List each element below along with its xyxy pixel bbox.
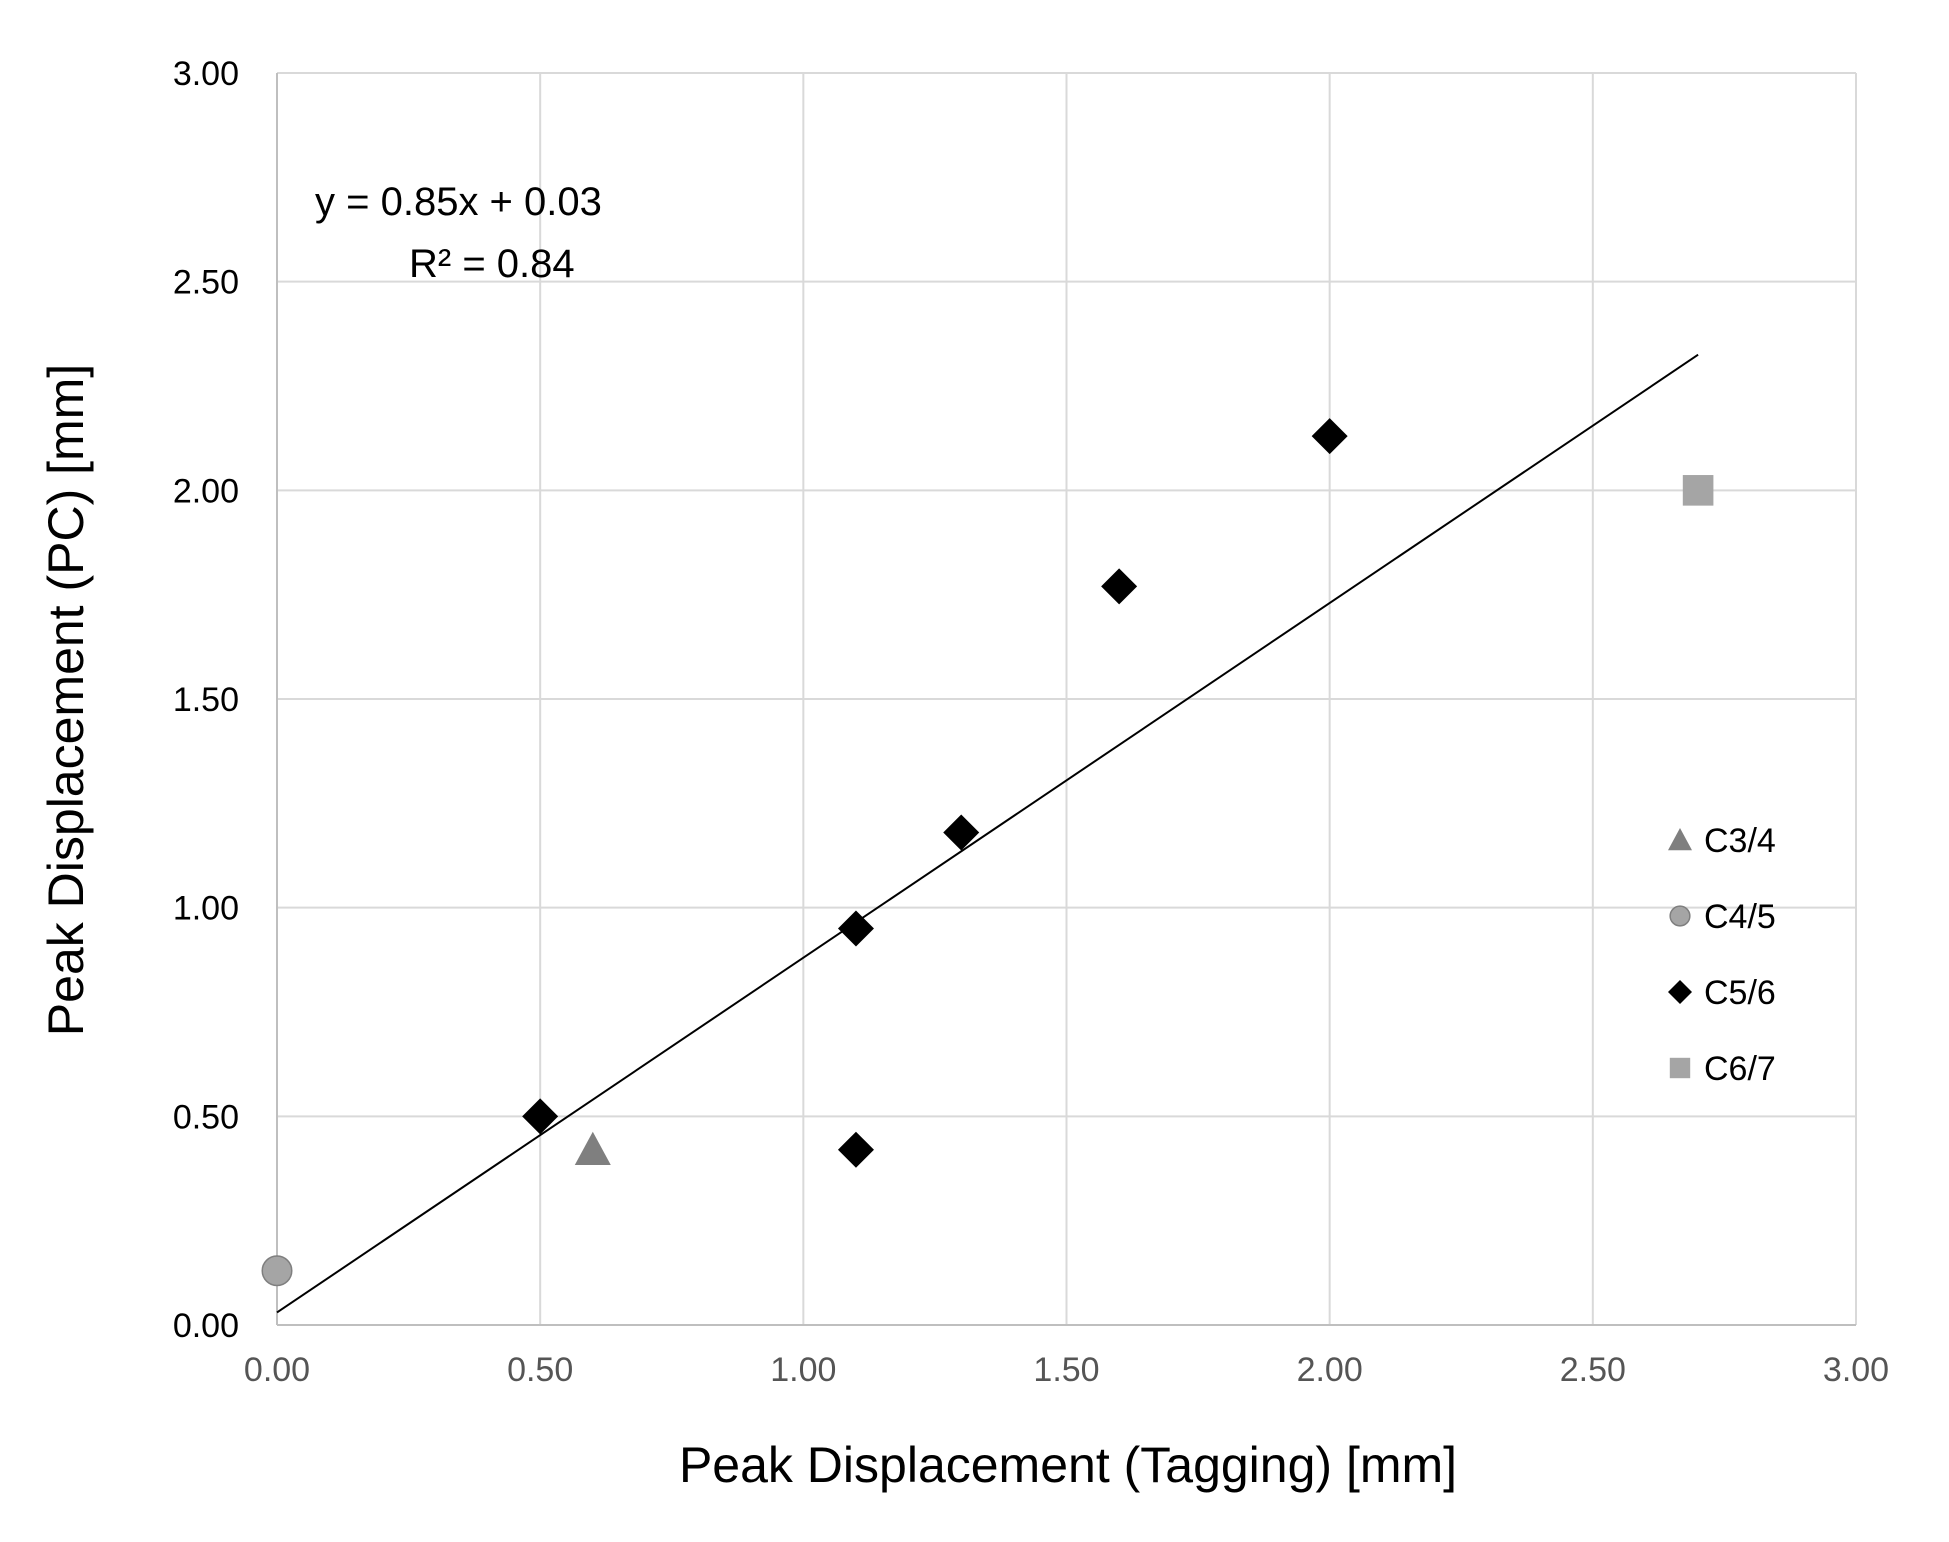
y-tick-labels: 0.00 0.50 1.00 1.50 2.00 2.50 3.00 bbox=[173, 55, 239, 1345]
y-tick-label: 3.00 bbox=[173, 55, 239, 93]
legend-label-c3-4: C3/4 bbox=[1704, 822, 1776, 860]
x-tick-label: 3.00 bbox=[1823, 1351, 1889, 1389]
data-point-c5-6 bbox=[837, 910, 874, 947]
data-points bbox=[261, 418, 1714, 1287]
data-point-c3-4 bbox=[574, 1131, 611, 1166]
data-point-c6-7 bbox=[1682, 475, 1714, 506]
y-tick-label: 0.00 bbox=[173, 1307, 239, 1345]
x-tick-label: 1.00 bbox=[770, 1351, 836, 1389]
y-tick-label: 0.50 bbox=[173, 1098, 239, 1136]
y-tick-label: 1.50 bbox=[173, 681, 239, 719]
legend-marker-c4-5 bbox=[1669, 905, 1691, 927]
x-axis-title: Peak Displacement (Tagging) [mm] bbox=[679, 1437, 1457, 1493]
x-tick-label: 1.50 bbox=[1033, 1351, 1099, 1389]
trendline-equation: y = 0.85x + 0.03 bbox=[315, 180, 602, 224]
y-axis-title: Peak Displacement (PC) [mm] bbox=[38, 364, 94, 1036]
trendline-r-squared: R² = 0.84 bbox=[409, 242, 575, 286]
x-tick-label: 2.00 bbox=[1297, 1351, 1363, 1389]
x-tick-label: 0.00 bbox=[244, 1351, 310, 1389]
x-tick-label: 2.50 bbox=[1560, 1351, 1626, 1389]
axes bbox=[276, 73, 1856, 1326]
y-tick-label: 2.50 bbox=[173, 264, 239, 302]
y-tick-label: 1.00 bbox=[173, 890, 239, 928]
legend-marker-c3-4 bbox=[1668, 828, 1692, 851]
legend-marker-c5-6 bbox=[1668, 980, 1692, 1004]
x-tick-label: 0.50 bbox=[507, 1351, 573, 1389]
trendline bbox=[276, 353, 1699, 1314]
grid-lines bbox=[276, 72, 1857, 1326]
data-point-c5-6 bbox=[1311, 418, 1348, 455]
legend-label-c6-7: C6/7 bbox=[1704, 1050, 1776, 1088]
data-point-c4-5 bbox=[261, 1255, 293, 1287]
legend-marker-c6-7 bbox=[1669, 1057, 1691, 1079]
data-point-c5-6 bbox=[943, 814, 980, 851]
legend: C3/4 C4/5 C5/6 C6/7 bbox=[1668, 822, 1776, 1088]
legend-label-c5-6: C5/6 bbox=[1704, 974, 1776, 1012]
legend-label-c4-5: C4/5 bbox=[1704, 898, 1776, 936]
data-point-c5-6 bbox=[522, 1098, 559, 1135]
y-tick-label: 2.00 bbox=[173, 472, 239, 510]
data-point-c5-6 bbox=[837, 1131, 874, 1168]
data-point-c5-6 bbox=[1101, 568, 1138, 605]
x-tick-labels: 0.00 0.50 1.00 1.50 2.00 2.50 3.00 bbox=[244, 1351, 1889, 1389]
